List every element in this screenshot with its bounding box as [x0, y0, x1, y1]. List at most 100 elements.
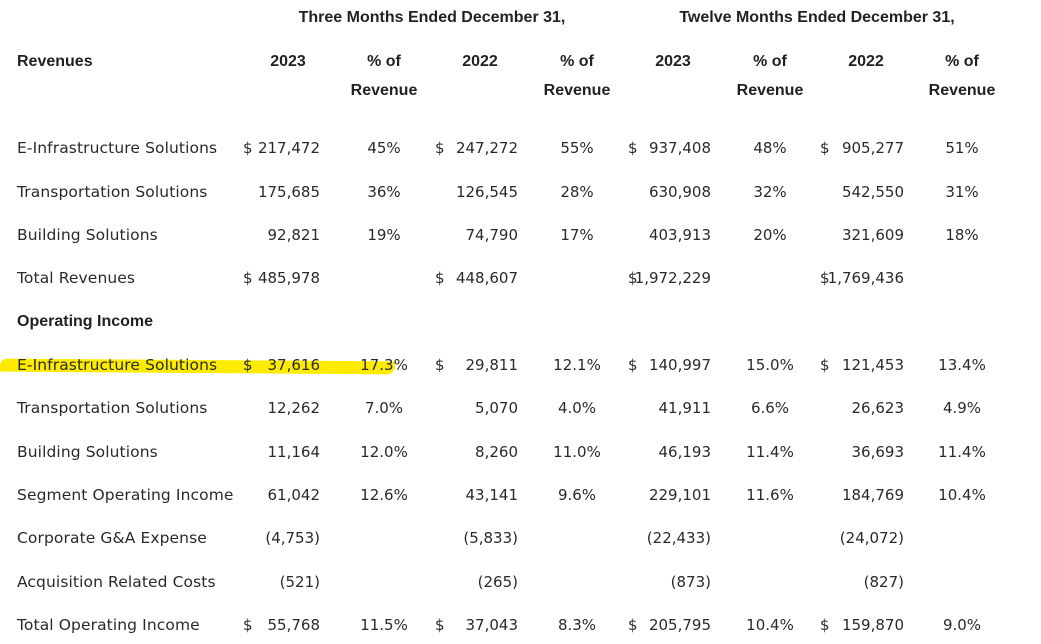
currency-symbol: $ [820, 139, 830, 157]
col-pct-3-line2: Revenue [736, 82, 804, 99]
col-2023-three: 2023 [270, 53, 306, 70]
operating-income-heading: Operating Income [17, 313, 154, 330]
row-label: E-Infrastructure Solutions [17, 139, 218, 157]
percent-cell: 55% [560, 139, 594, 157]
col-pct-3-line1: % of [753, 53, 787, 70]
percent-cell: 48% [753, 139, 787, 157]
percent-cell: 32% [753, 183, 787, 201]
percent-cell: 45% [367, 139, 401, 157]
percent-cell: 15.0% [746, 356, 794, 374]
percent-cell: 12.6% [360, 486, 408, 504]
amount-cell: 26,623 [851, 399, 905, 417]
amount-cell: 247,272 [455, 139, 518, 157]
percent-cell: 7.0% [364, 399, 404, 417]
amount-cell: 92,821 [267, 226, 321, 244]
amount-cell: 55,768 [267, 616, 321, 634]
amount-cell: 74,790 [465, 226, 519, 244]
percent-cell: 6.6% [750, 399, 790, 417]
percent-cell: 18% [945, 226, 979, 244]
row-label: Transportation Solutions [17, 183, 208, 201]
col-pct-2-line2: Revenue [543, 82, 611, 99]
row-label: Building Solutions [17, 226, 158, 244]
amount-cell: (5,833) [463, 529, 518, 547]
amount-cell: 41,911 [658, 399, 712, 417]
amount-cell: 36,693 [851, 443, 905, 461]
percent-cell: 20% [753, 226, 787, 244]
amount-cell: 5,070 [475, 399, 518, 417]
percent-cell: 17% [560, 226, 594, 244]
col-pct-1-line2: Revenue [350, 82, 418, 99]
amount-cell: 37,043 [465, 616, 519, 634]
amount-cell: 184,769 [841, 486, 904, 504]
amount-cell: 140,997 [648, 356, 711, 374]
currency-symbol: $ [628, 356, 638, 374]
col-pct-2-line1: % of [560, 53, 594, 70]
amount-cell: 29,811 [465, 356, 519, 374]
amount-cell: 630,908 [648, 183, 711, 201]
percent-cell: 28% [560, 183, 594, 201]
amount-cell: 1,972,229 [634, 269, 711, 287]
col-pct-4-line2: Revenue [928, 82, 996, 99]
currency-symbol: $ [628, 139, 638, 157]
amount-cell: 937,408 [648, 139, 711, 157]
amount-cell: 403,913 [648, 226, 711, 244]
amount-cell: (873) [670, 573, 711, 591]
amount-cell: 217,472 [257, 139, 320, 157]
currency-symbol: $ [243, 356, 253, 374]
percent-cell: 11.6% [746, 486, 794, 504]
col-pct-4-line1: % of [945, 53, 979, 70]
percent-cell: 9.6% [557, 486, 597, 504]
header-three-months: Three Months Ended December 31, [298, 9, 566, 26]
amount-cell: 8,260 [475, 443, 518, 461]
col-2022-three: 2022 [462, 53, 498, 70]
row-label: Corporate G&A Expense [17, 529, 207, 547]
currency-symbol: $ [243, 616, 253, 634]
currency-symbol: $ [628, 269, 638, 287]
percent-cell: 31% [945, 183, 979, 201]
amount-cell: 205,795 [648, 616, 711, 634]
percent-cell: 11.0% [553, 443, 601, 461]
amount-cell: (521) [279, 573, 320, 591]
amount-cell: 175,685 [257, 183, 320, 201]
amount-cell: 321,609 [841, 226, 904, 244]
currency-symbol: $ [435, 356, 445, 374]
row-label: Total Operating Income [17, 616, 200, 634]
amount-cell: 11,164 [267, 443, 321, 461]
amount-cell: 121,453 [841, 356, 904, 374]
col-2023-twelve: 2023 [655, 53, 691, 70]
percent-cell: 17.3% [360, 356, 408, 374]
percent-cell: 11.4% [938, 443, 986, 461]
currency-symbol: $ [243, 269, 253, 287]
percent-cell: 10.4% [938, 486, 986, 504]
row-label: E-Infrastructure Solutions [17, 356, 218, 374]
currency-symbol: $ [435, 139, 445, 157]
amount-cell: 542,550 [841, 183, 904, 201]
percent-cell: 12.1% [553, 356, 601, 374]
currency-symbol: $ [820, 269, 830, 287]
currency-symbol: $ [243, 139, 253, 157]
currency-symbol: $ [820, 616, 830, 634]
percent-cell: 4.9% [942, 399, 982, 417]
amount-cell: 61,042 [267, 486, 321, 504]
col-pct-1-line1: % of [367, 53, 401, 70]
amount-cell: 43,141 [465, 486, 519, 504]
amount-cell: (22,433) [646, 529, 711, 547]
percent-cell: 8.3% [557, 616, 597, 634]
amount-cell: 905,277 [841, 139, 904, 157]
amount-cell: 37,616 [267, 356, 321, 374]
amount-cell: (265) [477, 573, 518, 591]
amount-cell: 485,978 [257, 269, 320, 287]
amount-cell: 1,769,436 [827, 269, 904, 287]
percent-cell: 11.4% [746, 443, 794, 461]
percent-cell: 36% [367, 183, 401, 201]
col-2022-twelve: 2022 [848, 53, 884, 70]
amount-cell: 229,101 [648, 486, 711, 504]
percent-cell: 51% [945, 139, 979, 157]
currency-symbol: $ [435, 616, 445, 634]
amount-cell: 126,545 [455, 183, 518, 201]
percent-cell: 9.0% [942, 616, 982, 634]
amount-cell: 159,870 [841, 616, 904, 634]
percent-cell: 10.4% [746, 616, 794, 634]
row-label: Building Solutions [17, 443, 158, 461]
amount-cell: (827) [863, 573, 904, 591]
